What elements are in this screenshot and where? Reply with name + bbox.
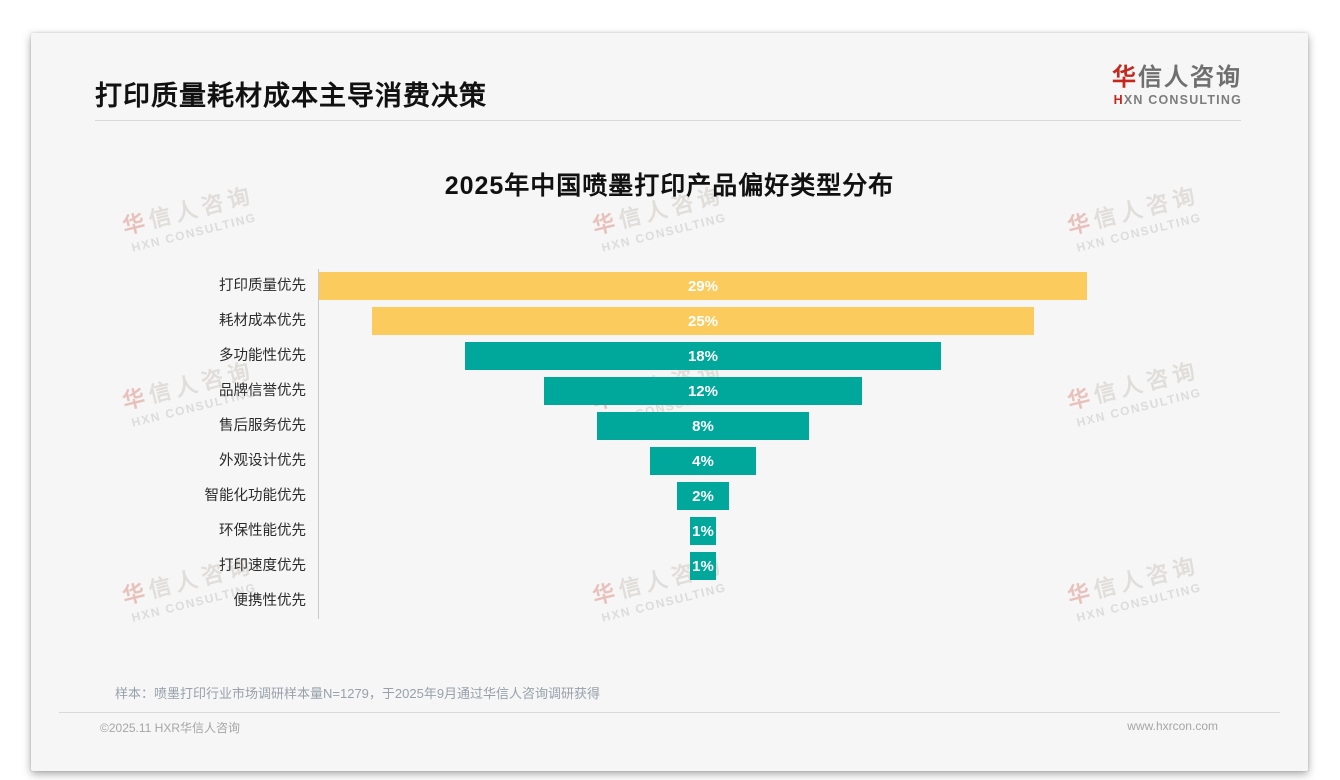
category-label: 售后服务优先 xyxy=(219,418,306,434)
title-divider xyxy=(95,120,1241,121)
category-label: 品牌信誉优先 xyxy=(219,383,306,399)
logo-accent-char: 华 xyxy=(1112,64,1138,91)
chart-row: 品牌信誉优先 12% xyxy=(31,374,1308,409)
funnel-bar: 2% xyxy=(676,482,730,510)
chart-row: 售后服务优先 8% xyxy=(31,409,1308,444)
logo-english-name: HXN CONSULTING xyxy=(1112,93,1242,107)
sample-note: 样本：喷墨打印行业市场调研样本量N=1279，于2025年9月通过华信人咨询调研… xyxy=(115,686,601,701)
funnel-bar: 29% xyxy=(319,272,1087,300)
footer-divider xyxy=(59,712,1280,713)
bar-value-label: 18% xyxy=(687,347,718,365)
footer: ©2025.11 HXR华信人咨询 www.hxrcon.com xyxy=(31,719,1308,736)
bar-track: 1% xyxy=(318,514,1308,549)
bar-track: 12% xyxy=(318,374,1308,409)
funnel-bar: 12% xyxy=(544,377,862,405)
logo-chinese-name: 华信人咨询 xyxy=(1112,57,1242,92)
chart-row: 便携性优先 xyxy=(31,584,1308,619)
bar-track: 25% xyxy=(318,304,1308,339)
bar-value-label: 8% xyxy=(692,417,714,435)
logo-zh-rest: 信人咨询 xyxy=(1138,64,1242,91)
chart-title: 2025年中国喷墨打印产品偏好类型分布 xyxy=(444,172,895,200)
category-label: 打印质量优先 xyxy=(219,278,306,294)
page-title: 打印质量耗材成本主导消费决策 xyxy=(95,81,487,111)
company-logo: 华信人咨询 HXN CONSULTING xyxy=(1112,57,1242,107)
bar-value-label: 2% xyxy=(692,487,714,505)
bar-value-label: 1% xyxy=(692,522,714,540)
chart-row: 打印质量优先 29% xyxy=(31,269,1308,304)
category-label: 环保性能优先 xyxy=(219,523,306,539)
report-card: 华信人咨询 HXN CONSULTING 华信人咨询 HXN CONSULTING 华信… xyxy=(31,33,1308,771)
funnel-bar: 25% xyxy=(372,307,1034,335)
bar-track: 18% xyxy=(318,339,1308,374)
chart-row: 打印速度优先 1% xyxy=(31,549,1308,584)
funnel-bar: 8% xyxy=(597,412,809,440)
copyright-text: ©2025.11 HXR华信人咨询 xyxy=(100,721,240,735)
funnel-chart: 打印质量优先 29% 耗材成本优先 25% 多功能性优先 18% 品牌信誉优先 12% 售后服务… xyxy=(31,269,1308,619)
category-label: 打印速度优先 xyxy=(219,558,306,574)
bar-value-label: 4% xyxy=(692,452,714,470)
chart-row: 耗材成本优先 25% xyxy=(31,304,1308,339)
logo-en-rest: XN CONSULTING xyxy=(1123,93,1242,107)
chart-row: 环保性能优先 1% xyxy=(31,514,1308,549)
chart-row: 智能化功能优先 2% xyxy=(31,479,1308,514)
bar-value-label: 12% xyxy=(687,382,718,400)
bar-track xyxy=(318,584,1308,619)
funnel-bar: 1% xyxy=(689,517,717,545)
category-label: 智能化功能优先 xyxy=(204,488,307,504)
bar-value-label: 1% xyxy=(692,557,714,575)
bar-track: 4% xyxy=(318,444,1308,479)
funnel-bar: 1% xyxy=(689,552,717,580)
category-label: 便携性优先 xyxy=(233,593,307,609)
bar-track: 2% xyxy=(318,479,1308,514)
bar-value-label: 25% xyxy=(687,312,719,330)
category-label: 耗材成本优先 xyxy=(219,313,306,329)
bar-track: 1% xyxy=(318,549,1308,584)
funnel-bar: 4% xyxy=(650,447,756,475)
chart-row: 多功能性优先 18% xyxy=(31,339,1308,374)
bar-track: 29% xyxy=(318,269,1308,304)
chart-row: 外观设计优先 4% xyxy=(31,444,1308,479)
logo-en-accent-char: H xyxy=(1113,93,1124,107)
funnel-bar: 18% xyxy=(464,342,942,370)
website-url: www.hxrcon.com xyxy=(1127,719,1218,733)
bar-value-label: 29% xyxy=(687,277,718,295)
category-label: 外观设计优先 xyxy=(219,453,306,469)
category-label: 多功能性优先 xyxy=(219,348,306,364)
bar-track: 8% xyxy=(318,409,1308,444)
